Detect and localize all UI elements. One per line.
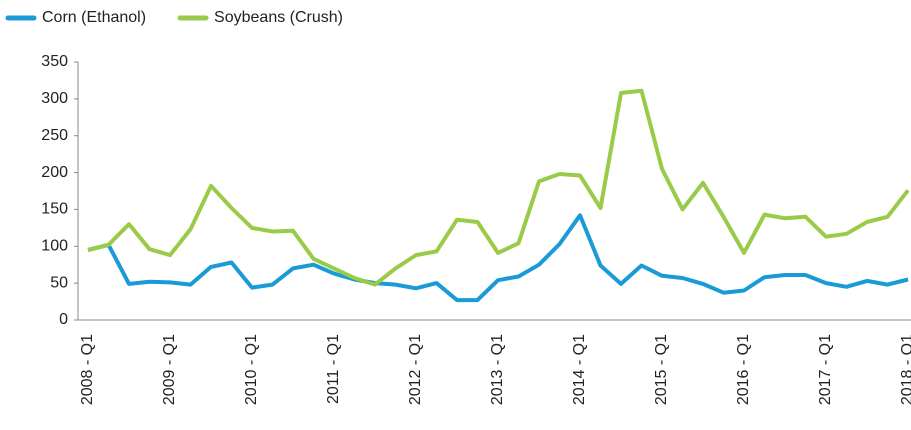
x-tick-label: 2011 - Q1 [325,334,342,404]
series-line [87,213,909,303]
x-tick-label: 2016 - Q1 [735,334,752,405]
y-tick-label: 350 [41,53,68,70]
legend-label: Soybeans (Crush) [214,9,343,26]
y-tick-label: 50 [50,274,68,291]
y-tick-label: 150 [41,201,68,218]
x-tick-label: 2012 - Q1 [407,334,424,405]
x-tick-label: 2008 - Q1 [79,334,96,405]
x-tick-label: 2015 - Q1 [653,334,670,405]
x-tick-label: 2013 - Q1 [489,334,506,405]
x-tick-label: 2010 - Q1 [243,334,260,405]
x-tick-label: 2009 - Q1 [161,334,178,405]
x-tick-label: 2017 - Q1 [817,334,834,405]
y-tick-label: 200 [41,164,68,181]
x-tick-label: 2014 - Q1 [571,334,588,405]
y-tick-label: 250 [41,127,68,144]
y-tick-label: 300 [41,90,68,107]
y-tick-label: 100 [41,238,68,255]
series-line [87,88,910,287]
x-tick-label: 2018 - Q1 [899,334,911,405]
y-tick-label: 0 [59,311,68,328]
legend-label: Corn (Ethanol) [42,9,146,26]
